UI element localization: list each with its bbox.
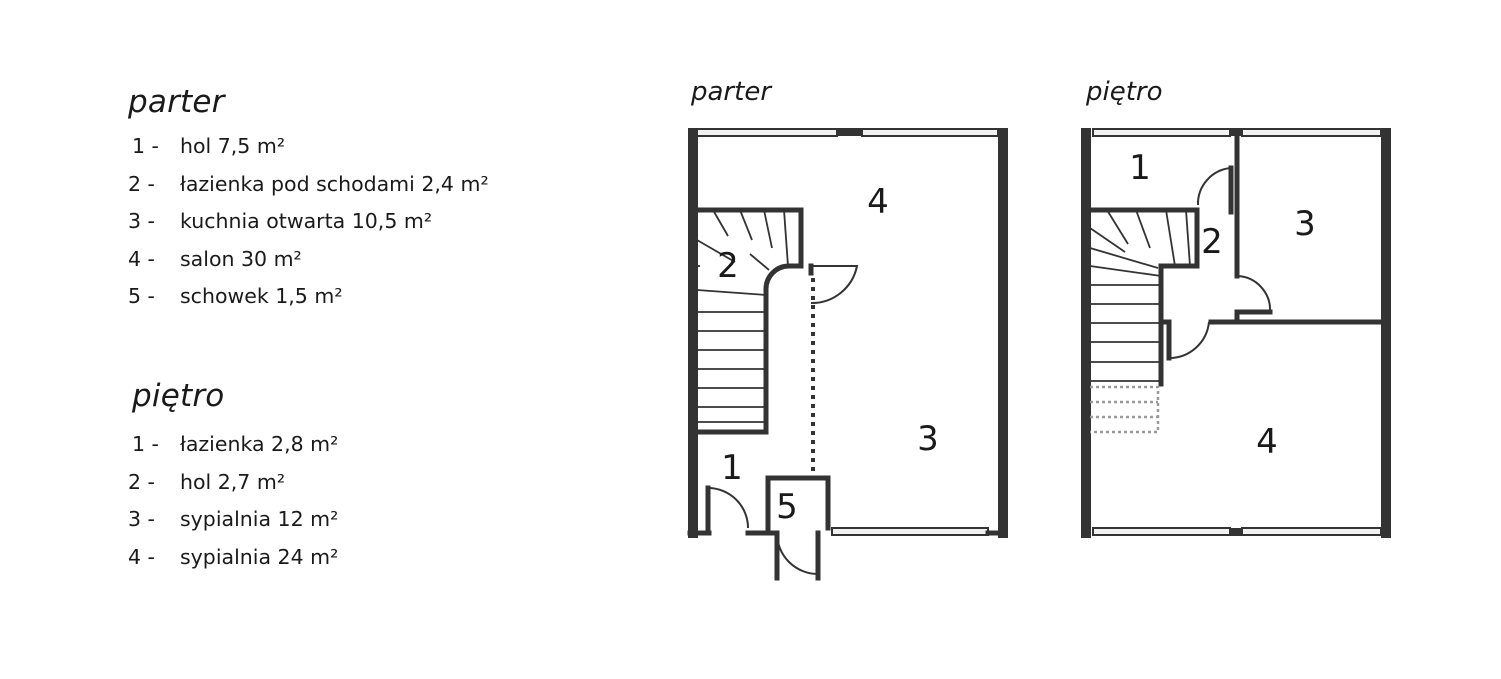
legend-pietro-title: piętro — [132, 378, 225, 414]
legend-parter-list: 1 - hol 7,5 m² 2 - łazienka pod schodami 2… — [128, 128, 489, 316]
legend-item-number: 2 - — [128, 171, 155, 196]
window — [1092, 128, 1231, 137]
room-number-4: 4 — [867, 182, 889, 222]
window — [1241, 527, 1382, 536]
stair-treads-straight — [697, 311, 766, 423]
legend-item-label: kuchnia otwarta 10,5 m² — [180, 209, 433, 233]
stair-tread — [696, 289, 767, 296]
legend-item-label: sypialnia 12 m² — [180, 507, 339, 531]
legend-item-number: 1 - — [132, 432, 159, 456]
legend-pietro: piętro 1 - łazienka 2,8 m² 2 - hol 2,7 m² … — [128, 378, 338, 576]
stair-tread — [696, 239, 736, 263]
window — [1241, 128, 1382, 137]
stair-tread — [1106, 209, 1129, 245]
window — [861, 128, 999, 137]
legend-item-label: schowek 1,5 m² — [180, 284, 343, 308]
legend-item-number: 4 - — [128, 246, 155, 271]
outer-wall-left — [1081, 128, 1091, 538]
legend-item-number: 3 - — [128, 507, 155, 531]
room-number-3: 3 — [1294, 204, 1316, 244]
legend-item-number: 5 - — [128, 284, 155, 308]
legend-item-label: łazienka 2,8 m² — [180, 432, 339, 456]
door-swing — [810, 265, 859, 305]
room-number-5: 5 — [776, 487, 798, 527]
legend-item: 3 - kuchnia otwarta 10,5 m² — [128, 203, 432, 241]
storage-wall — [765, 475, 831, 531]
outer-wall-right — [1381, 128, 1391, 538]
stair-tread — [1089, 247, 1159, 269]
room-number-3: 3 — [917, 419, 939, 459]
window — [1092, 527, 1231, 536]
plan-parter: parter — [687, 77, 1008, 581]
legend-parter-title: parter — [128, 84, 225, 120]
stair-below-treads — [1090, 400, 1158, 419]
wall-pier — [1230, 128, 1242, 136]
room-number-1: 1 — [1129, 148, 1151, 188]
legend-item-label: hol 2,7 m² — [180, 469, 286, 494]
stair-tread — [712, 209, 729, 237]
legend-item: 1 - hol 7,5 m² — [128, 128, 285, 166]
legend-item-label: salon 30 m² — [180, 246, 302, 271]
stair-wall — [1087, 207, 1200, 387]
wall-pier — [1230, 528, 1242, 536]
legend-item-number: 3 - — [128, 209, 155, 233]
stair-tread — [1185, 209, 1191, 267]
stair-tread — [1089, 227, 1126, 253]
legend-item: 3 - sypialnia 12 m² — [128, 501, 338, 539]
stair-tread — [1165, 209, 1176, 267]
stair-wall — [694, 207, 804, 435]
outer-wall-right — [998, 128, 1008, 538]
legend-item-label: hol 7,5 m² — [180, 134, 286, 158]
legend-item-number: 1 - — [132, 134, 159, 158]
legend-item: 4 - salon 30 m² — [128, 241, 302, 279]
window — [696, 128, 838, 137]
door-swing — [1168, 321, 1210, 360]
stair-tread — [783, 209, 789, 267]
legend-item-number: 4 - — [128, 544, 155, 569]
plan-pietro: piętro — [1081, 77, 1391, 538]
wall-pier — [836, 128, 862, 136]
plan-pietro-title: piętro — [1085, 77, 1163, 107]
legend-item-label: sypialnia 24 m² — [180, 544, 339, 569]
stair-tread — [1135, 209, 1151, 249]
door-swing — [776, 532, 819, 575]
legend-item: 5 - schowek 1,5 m² — [128, 278, 343, 316]
room-number-2: 2 — [1201, 222, 1223, 262]
legend-parter: parter 1 - hol 7,5 m² 2 - łazienka pod sch… — [128, 84, 489, 316]
stair-tread — [749, 253, 770, 271]
door-swing — [1236, 275, 1272, 313]
door-swing — [1196, 167, 1232, 206]
plan-parter-title: parter — [690, 77, 773, 107]
legend-item: 2 - łazienka pod schodami 2,4 m² — [128, 166, 489, 204]
stair-tread — [739, 209, 753, 241]
stair-treads-straight — [1090, 284, 1161, 382]
legend-item: 4 - sypialnia 24 m² — [128, 539, 338, 577]
stair-tread — [1089, 265, 1162, 277]
room-number-1: 1 — [721, 448, 743, 488]
window — [831, 527, 989, 536]
stair-tread — [763, 209, 773, 249]
legend-item: 2 - hol 2,7 m² — [128, 464, 285, 502]
room-number-4: 4 — [1256, 422, 1278, 462]
legend-item: 1 - łazienka 2,8 m² — [128, 426, 338, 464]
outer-wall-left — [688, 128, 698, 538]
door-swing — [707, 487, 749, 529]
legend-pietro-list: 1 - łazienka 2,8 m² 2 - hol 2,7 m² 3 - sypi… — [128, 426, 338, 577]
legend-item-number: 2 - — [128, 469, 155, 494]
room-number-2: 2 — [717, 246, 739, 286]
stair-below-outline — [1090, 385, 1160, 434]
legend-item-label: łazienka pod schodami 2,4 m² — [180, 171, 489, 196]
